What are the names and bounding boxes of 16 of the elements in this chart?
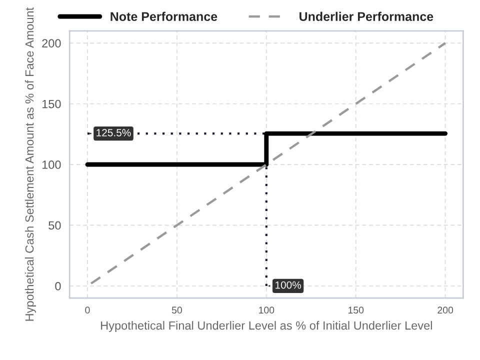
y-tick-label: 0 — [55, 282, 61, 290]
y-tick-label: 50 — [48, 221, 61, 230]
y-tick-label: 100 — [42, 160, 61, 169]
x-tick-label: 100 — [259, 306, 274, 314]
annotation: 100% — [276, 281, 302, 289]
y-axis-title: Hypothetical Cash Settlement Amount as % of Face Amount — [25, 7, 36, 321]
x-tick-label: 200 — [438, 306, 454, 314]
x-tick-label: 150 — [348, 306, 364, 314]
legend-label: Underlier Performance — [300, 12, 434, 21]
annotation: 125.5% — [96, 128, 131, 136]
y-tick-label: 200 — [42, 39, 61, 48]
x-tick-label: 0 — [85, 306, 90, 314]
legend-label: Note Performance — [110, 12, 218, 21]
x-axis-title: Hypothetical Final Underlier Level as % of Initial Underlier Level — [101, 321, 432, 332]
x-tick-label: 50 — [172, 306, 182, 314]
y-tick-label: 150 — [42, 100, 61, 108]
